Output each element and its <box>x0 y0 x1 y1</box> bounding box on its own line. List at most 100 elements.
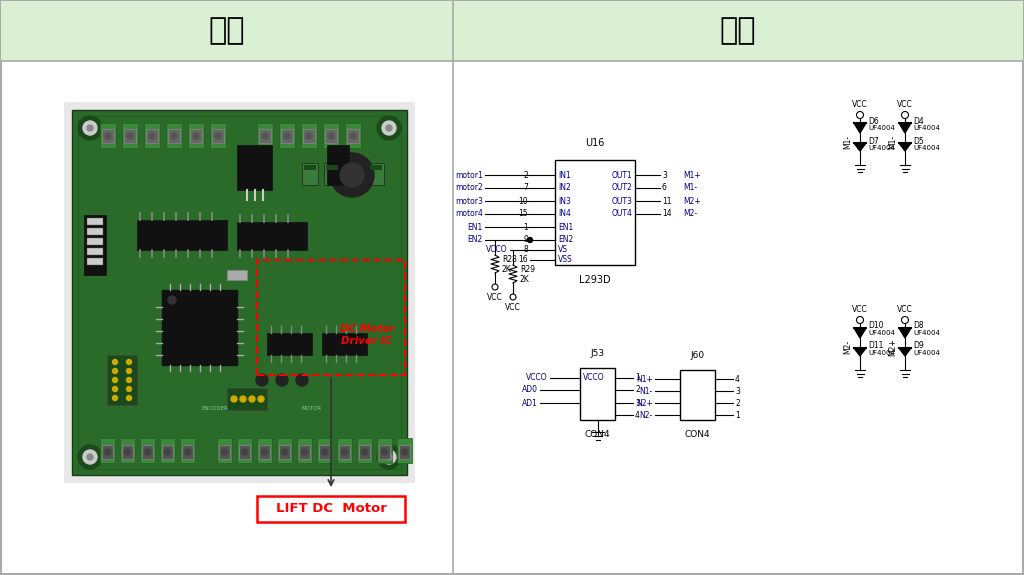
Bar <box>345 123 361 148</box>
Bar <box>162 290 237 365</box>
Bar <box>299 445 310 459</box>
Text: 16: 16 <box>518 255 528 264</box>
Text: D10: D10 <box>868 321 884 331</box>
Text: M1-: M1- <box>683 183 697 193</box>
Bar <box>87 228 103 235</box>
Bar <box>106 355 137 405</box>
Text: UF4004: UF4004 <box>868 145 895 151</box>
Text: N1+: N1+ <box>636 374 653 384</box>
Bar <box>319 445 330 459</box>
Circle shape <box>150 133 155 139</box>
Bar <box>102 129 114 143</box>
Text: UF4004: UF4004 <box>868 125 895 131</box>
Text: CON4: CON4 <box>585 430 610 439</box>
Circle shape <box>105 133 111 139</box>
Circle shape <box>296 374 308 386</box>
Bar <box>100 123 116 148</box>
Text: M1+: M1+ <box>683 171 700 179</box>
Bar <box>87 238 103 245</box>
Text: 3: 3 <box>635 398 640 408</box>
Text: J60: J60 <box>690 351 705 360</box>
Text: motor1: motor1 <box>456 171 483 179</box>
Text: OUT1: OUT1 <box>611 171 632 179</box>
Circle shape <box>87 125 93 131</box>
Circle shape <box>340 163 364 187</box>
Circle shape <box>184 449 190 455</box>
Circle shape <box>361 449 368 455</box>
Circle shape <box>242 449 248 455</box>
Circle shape <box>113 378 118 382</box>
Bar <box>357 438 372 463</box>
Bar <box>259 445 270 459</box>
Bar <box>267 333 312 355</box>
Circle shape <box>350 133 356 139</box>
Bar <box>146 129 158 143</box>
Text: EN2: EN2 <box>468 236 483 244</box>
Text: 3: 3 <box>735 386 740 396</box>
Circle shape <box>78 116 102 140</box>
Bar <box>168 129 180 143</box>
Bar <box>302 163 318 185</box>
Text: DC Motor
Driver IC: DC Motor Driver IC <box>340 324 394 346</box>
Circle shape <box>125 449 130 455</box>
Text: motor3: motor3 <box>455 197 483 205</box>
Circle shape <box>83 121 97 135</box>
Bar <box>212 129 224 143</box>
Bar <box>297 438 312 463</box>
Circle shape <box>856 112 863 118</box>
Text: M2-: M2- <box>683 209 697 218</box>
Text: U16: U16 <box>586 138 605 148</box>
Text: 6: 6 <box>662 183 667 193</box>
Circle shape <box>382 449 387 455</box>
Bar <box>140 438 155 463</box>
Polygon shape <box>899 143 911 151</box>
Text: 7: 7 <box>523 183 528 193</box>
Bar <box>237 438 252 463</box>
Bar <box>279 445 290 459</box>
Bar <box>301 123 317 148</box>
Polygon shape <box>899 328 911 338</box>
Text: AD0: AD0 <box>522 385 538 394</box>
Circle shape <box>901 316 908 324</box>
Bar <box>325 129 337 143</box>
Bar <box>359 445 370 459</box>
Text: D8: D8 <box>913 321 924 331</box>
Circle shape <box>127 378 131 382</box>
Text: M1-: M1- <box>843 135 852 149</box>
Text: M1-: M1- <box>888 135 897 149</box>
Bar <box>144 123 160 148</box>
Text: ENCODER: ENCODER <box>202 406 229 411</box>
Bar <box>237 222 307 250</box>
Bar <box>347 129 359 143</box>
Text: N1-: N1- <box>640 386 653 396</box>
Text: D6: D6 <box>868 117 879 125</box>
Circle shape <box>377 116 401 140</box>
Circle shape <box>113 359 118 365</box>
Circle shape <box>341 449 347 455</box>
Bar <box>122 123 138 148</box>
Bar <box>397 438 412 463</box>
Bar <box>680 370 715 420</box>
Bar <box>379 445 390 459</box>
Text: 2: 2 <box>735 398 739 408</box>
Text: D11: D11 <box>868 342 884 351</box>
Text: VCC: VCC <box>852 100 868 109</box>
Bar <box>339 445 350 459</box>
Bar <box>84 215 106 275</box>
Text: VCCO: VCCO <box>486 246 508 255</box>
Text: VCC: VCC <box>897 305 912 314</box>
Text: CON4: CON4 <box>685 430 711 439</box>
Circle shape <box>83 450 97 464</box>
Polygon shape <box>899 348 911 356</box>
Text: 1: 1 <box>735 411 739 420</box>
Bar <box>304 165 316 170</box>
Bar <box>100 438 115 463</box>
Bar <box>63 102 415 483</box>
Bar <box>279 123 295 148</box>
Text: J53: J53 <box>591 349 604 358</box>
Text: 2K: 2K <box>502 264 512 274</box>
Circle shape <box>249 396 255 402</box>
Text: VCC: VCC <box>487 293 503 302</box>
Text: R29: R29 <box>520 266 535 274</box>
Text: VCCO: VCCO <box>526 374 548 382</box>
